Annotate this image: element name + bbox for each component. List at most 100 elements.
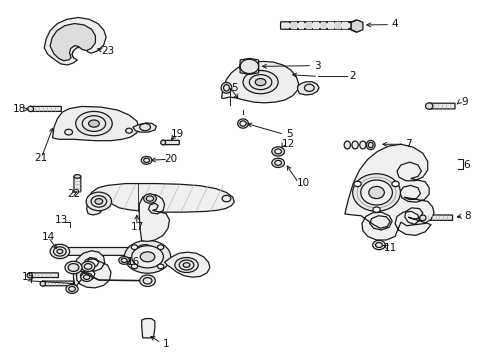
Text: 6: 6 (464, 160, 470, 170)
Polygon shape (139, 194, 170, 242)
Ellipse shape (144, 194, 156, 203)
Ellipse shape (136, 245, 154, 258)
Ellipse shape (238, 119, 248, 128)
Ellipse shape (65, 261, 82, 274)
Ellipse shape (57, 249, 63, 253)
Ellipse shape (243, 71, 278, 94)
Ellipse shape (344, 141, 350, 149)
Text: 12: 12 (282, 139, 295, 149)
Polygon shape (87, 184, 234, 215)
Ellipse shape (95, 199, 103, 204)
Text: 5: 5 (231, 83, 238, 93)
Text: 2: 2 (349, 71, 356, 81)
Ellipse shape (140, 275, 155, 287)
Text: 10: 10 (297, 178, 310, 188)
Ellipse shape (81, 273, 93, 282)
Ellipse shape (161, 140, 166, 145)
Ellipse shape (272, 158, 285, 167)
Polygon shape (133, 123, 156, 132)
Ellipse shape (81, 261, 95, 271)
Ellipse shape (392, 181, 399, 186)
Ellipse shape (353, 174, 400, 211)
Text: 15: 15 (22, 272, 35, 282)
Ellipse shape (352, 141, 358, 149)
Ellipse shape (66, 284, 78, 293)
Ellipse shape (131, 264, 138, 269)
Polygon shape (240, 59, 259, 74)
Text: 19: 19 (171, 129, 184, 139)
Ellipse shape (272, 147, 285, 156)
Ellipse shape (132, 246, 163, 268)
Ellipse shape (354, 181, 361, 186)
Polygon shape (351, 20, 362, 32)
Text: 16: 16 (126, 257, 140, 267)
Polygon shape (297, 82, 319, 95)
Polygon shape (351, 20, 363, 32)
Ellipse shape (74, 175, 81, 178)
Ellipse shape (143, 249, 147, 253)
Text: 18: 18 (13, 104, 26, 114)
Text: 13: 13 (55, 215, 69, 225)
FancyBboxPatch shape (74, 177, 81, 192)
Text: 7: 7 (405, 139, 412, 149)
Text: 3: 3 (314, 61, 320, 71)
FancyBboxPatch shape (422, 215, 453, 220)
Text: 20: 20 (164, 154, 177, 164)
Polygon shape (44, 18, 106, 65)
Ellipse shape (75, 111, 112, 136)
Ellipse shape (157, 245, 164, 249)
Ellipse shape (369, 186, 384, 199)
Ellipse shape (86, 192, 112, 211)
FancyBboxPatch shape (30, 107, 61, 111)
Ellipse shape (50, 244, 70, 258)
Polygon shape (52, 107, 139, 141)
Ellipse shape (119, 256, 129, 264)
Polygon shape (50, 23, 96, 61)
Ellipse shape (183, 263, 190, 267)
Ellipse shape (175, 257, 198, 273)
FancyBboxPatch shape (42, 281, 74, 286)
Polygon shape (345, 144, 434, 240)
Text: 1: 1 (163, 339, 170, 349)
Ellipse shape (141, 157, 152, 164)
Text: 11: 11 (384, 243, 397, 253)
Ellipse shape (255, 78, 266, 86)
Text: 9: 9 (461, 97, 467, 107)
Ellipse shape (425, 103, 433, 109)
Polygon shape (142, 319, 155, 338)
Ellipse shape (367, 140, 375, 150)
Ellipse shape (368, 141, 374, 149)
Ellipse shape (27, 273, 32, 278)
Polygon shape (74, 251, 111, 288)
Text: 8: 8 (465, 211, 471, 221)
Ellipse shape (157, 264, 164, 269)
FancyBboxPatch shape (163, 140, 179, 145)
Ellipse shape (361, 180, 392, 205)
FancyBboxPatch shape (289, 22, 351, 28)
Polygon shape (165, 252, 210, 277)
Ellipse shape (243, 62, 255, 71)
FancyBboxPatch shape (59, 248, 146, 255)
Text: 17: 17 (131, 222, 145, 232)
Polygon shape (221, 62, 298, 103)
Text: 5: 5 (287, 129, 293, 139)
Ellipse shape (373, 240, 385, 249)
Ellipse shape (221, 82, 232, 93)
Ellipse shape (28, 106, 33, 112)
Text: 14: 14 (42, 232, 55, 242)
FancyBboxPatch shape (29, 273, 58, 278)
Text: 22: 22 (67, 189, 80, 199)
Ellipse shape (140, 252, 155, 262)
Text: 23: 23 (101, 46, 114, 56)
Ellipse shape (89, 120, 99, 127)
Ellipse shape (360, 141, 366, 149)
Ellipse shape (373, 207, 380, 212)
Ellipse shape (40, 281, 46, 286)
Text: 21: 21 (35, 153, 48, 163)
Ellipse shape (124, 240, 171, 273)
Ellipse shape (240, 59, 258, 74)
Ellipse shape (419, 215, 426, 221)
FancyBboxPatch shape (429, 103, 455, 109)
FancyBboxPatch shape (281, 22, 353, 29)
Ellipse shape (131, 245, 138, 249)
